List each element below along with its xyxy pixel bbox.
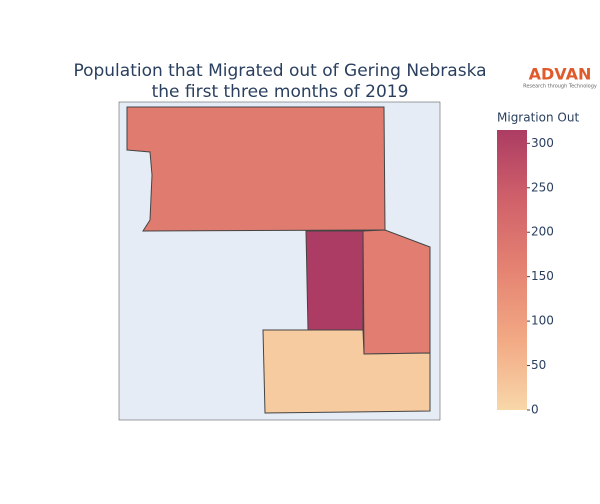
colorbar-tick-label: 200 xyxy=(531,225,554,239)
region xyxy=(262,329,431,414)
chart-title: Population that Migrated out of Gering N… xyxy=(73,61,486,81)
colorbar-tick-label: 0 xyxy=(531,403,539,417)
colorbar-tick-label: 300 xyxy=(531,136,554,150)
chart-subtitle: the first three months of 2019 xyxy=(152,82,409,102)
colorbar-tick-label: 150 xyxy=(531,269,554,283)
region xyxy=(305,230,364,331)
logo-tagline: Research through Technology xyxy=(523,84,597,90)
colorbar-tick-label: 100 xyxy=(531,314,554,328)
colorbar-tick-label: 50 xyxy=(531,358,546,372)
colorbar-title: Migration Out xyxy=(497,111,579,125)
region xyxy=(126,106,386,232)
region xyxy=(362,229,431,355)
colorbar-tick-label: 250 xyxy=(531,180,554,194)
colorbar xyxy=(497,130,527,410)
logo: ADVAN xyxy=(529,65,592,84)
